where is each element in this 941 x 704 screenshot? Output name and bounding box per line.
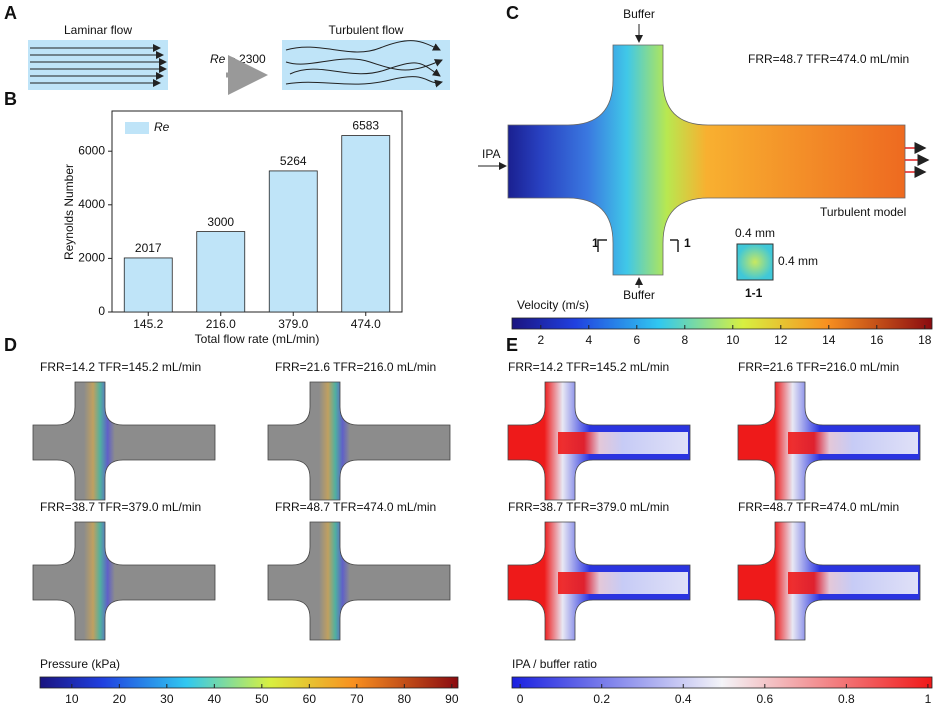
panel-label: E: [506, 335, 518, 355]
y-tick-label: 0: [98, 304, 105, 318]
pressure-field: [267, 521, 451, 641]
bar: [196, 231, 246, 313]
legend-label: Re: [154, 120, 170, 134]
x-axis-label: Total flow rate (mL/min): [195, 332, 320, 346]
colorbar-tick-label: 14: [822, 333, 836, 347]
pressure-field: [32, 381, 216, 501]
y-tick-label: 6000: [78, 143, 105, 157]
plot-frame: [111, 110, 403, 313]
channel-velocity: [507, 44, 906, 276]
cut-label: 1: [592, 236, 599, 250]
x-tick-label: 474.0: [351, 317, 381, 331]
colorbar-tick-label: 40: [208, 692, 222, 704]
colorbar-tick-label: 10: [65, 692, 79, 704]
colorbar-tick-label: 90: [445, 692, 459, 704]
bar: [268, 170, 318, 313]
colorbar-tick-label: 30: [160, 692, 174, 704]
pressure-field: [267, 381, 451, 501]
colorbar-tick-label: 0: [517, 692, 524, 704]
colorbar-tick-label: 10: [726, 333, 740, 347]
colorbar-tick-label: 16: [870, 333, 884, 347]
x-tick-label: 216.0: [206, 317, 236, 331]
condition: Re > 2300: [210, 52, 266, 66]
condition: FRR=48.7 TFR=474.0 mL/min: [748, 52, 909, 66]
section-label: 1-1: [745, 286, 763, 300]
bar: [123, 257, 173, 313]
bar: [341, 135, 391, 313]
panel-label: A: [4, 3, 17, 23]
data-label: 3000: [207, 215, 234, 229]
condition: FRR=38.7 TFR=379.0 mL/min: [508, 500, 669, 514]
colorbar-tick-label: 18: [918, 333, 932, 347]
y-axis-label: Reynolds Number: [62, 164, 76, 260]
label: Buffer: [623, 288, 655, 302]
caption: Laminar flow: [64, 23, 132, 37]
dimension: 0.4 mm: [735, 226, 775, 240]
colorbar-tick-label: 2: [537, 333, 544, 347]
colorbar-tick-label: 4: [585, 333, 592, 347]
condition: FRR=48.7 TFR=474.0 mL/min: [275, 500, 436, 514]
colorbar-tick-label: 60: [303, 692, 317, 704]
colorbar-tick-label: 12: [774, 333, 788, 347]
channel: [282, 40, 450, 90]
colorbar-tick-label: 8: [681, 333, 688, 347]
condition: FRR=14.2 TFR=145.2 mL/min: [508, 360, 669, 374]
condition: FRR=38.7 TFR=379.0 mL/min: [40, 500, 201, 514]
pressure-field: [32, 521, 216, 641]
dimension: 0.4 mm: [778, 254, 818, 268]
colorbar-tick-label: 70: [350, 692, 364, 704]
label: Turbulent model: [820, 205, 906, 219]
label: IPA: [482, 147, 500, 161]
colorbar-title: IPA / buffer ratio: [512, 657, 597, 671]
condition: FRR=48.7 TFR=474.0 mL/min: [738, 500, 899, 514]
colorbar-tick-label: 20: [113, 692, 127, 704]
data-label: 2017: [135, 241, 162, 255]
condition: FRR=21.6 TFR=216.0 mL/min: [275, 360, 436, 374]
cut-label: 1: [684, 236, 691, 250]
label: Buffer: [623, 7, 655, 21]
colorbar-tick-label: 50: [255, 692, 269, 704]
plume: [558, 572, 688, 594]
x-tick-label: 379.0: [278, 317, 308, 331]
data-label: 6583: [352, 119, 379, 133]
colorbar: [39, 676, 459, 689]
caption: Turbulent flow: [329, 23, 404, 37]
turbulent-lines: [285, 40, 443, 88]
colorbar-tick-label: 1: [925, 692, 932, 704]
plume: [788, 572, 918, 594]
panel-label: B: [4, 89, 17, 109]
colorbar-tick-label: 0.2: [593, 692, 610, 704]
colorbar: [511, 676, 933, 689]
symbol: Re: [210, 52, 226, 66]
x-tick-label: 145.2: [133, 317, 163, 331]
y-tick-label: 4000: [78, 197, 105, 211]
plume: [788, 432, 918, 454]
y-tick-label: 2000: [78, 251, 105, 265]
colorbar-tick-label: 6: [633, 333, 640, 347]
velocity-arrows: [905, 142, 930, 178]
plume: [558, 432, 688, 454]
condition: FRR=14.2 TFR=145.2 mL/min: [40, 360, 201, 374]
panel-label: C: [506, 3, 519, 23]
colorbar-tick-label: 0.8: [838, 692, 855, 704]
colorbar: [511, 317, 933, 330]
legend-swatch: [125, 122, 149, 134]
colorbar-tick-label: 80: [398, 692, 412, 704]
data-label: 5264: [280, 154, 307, 168]
colorbar-title: Pressure (kPa): [40, 657, 120, 671]
cut-marks: [597, 239, 679, 252]
threshold: > 2300: [225, 52, 266, 66]
colorbar-title: Velocity (m/s): [517, 298, 589, 312]
panel-label: D: [4, 335, 17, 355]
condition: FRR=21.6 TFR=216.0 mL/min: [738, 360, 899, 374]
colorbar-tick-label: 0.6: [756, 692, 773, 704]
cross-section: [736, 243, 774, 281]
colorbar-tick-label: 0.4: [675, 692, 692, 704]
laminar-lines: [30, 44, 167, 87]
